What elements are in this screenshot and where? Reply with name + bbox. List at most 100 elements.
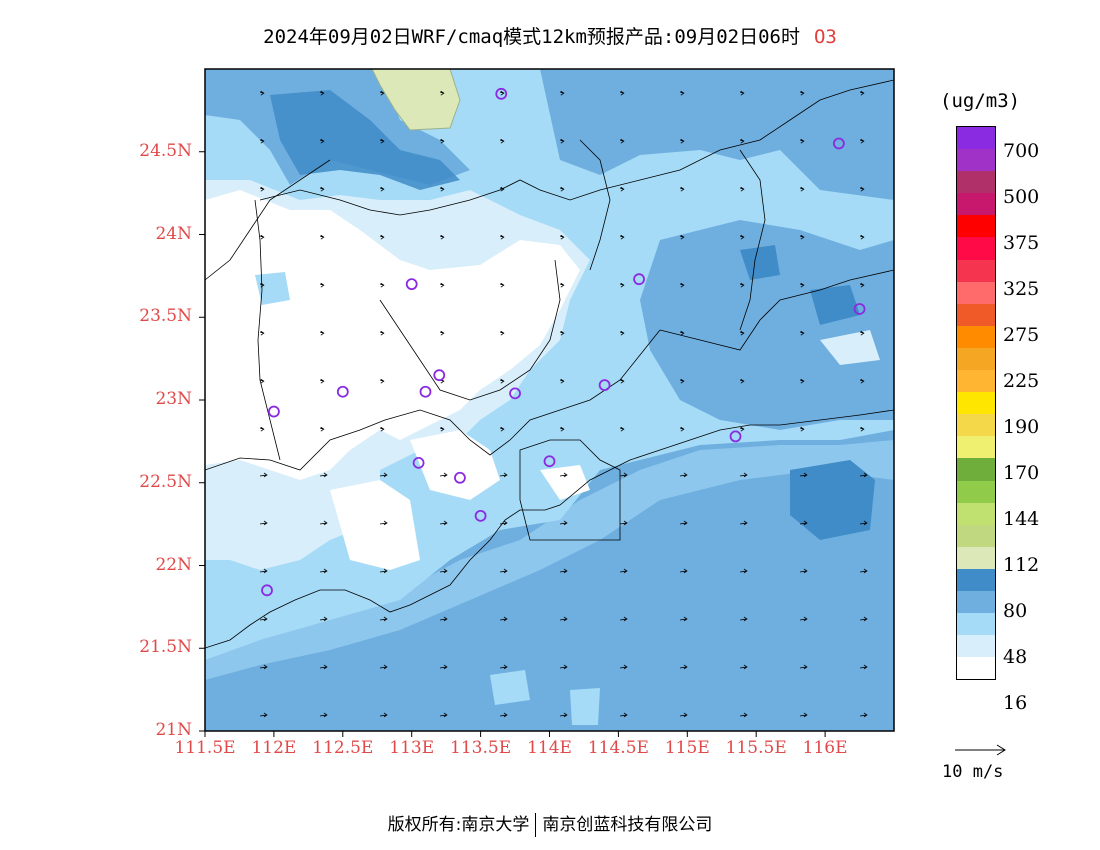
colorbar-label: 48: [1003, 646, 1028, 668]
wind-arrow: [739, 712, 748, 718]
site-marker: [474, 509, 487, 522]
vector-legend-label: 10 m/s: [942, 762, 1004, 782]
site-marker: [419, 385, 432, 398]
lat-tick-label: 23.5N: [139, 306, 192, 327]
wind-arrow: [799, 138, 805, 144]
wind-arrow: [859, 568, 868, 574]
wind-arrow: [799, 426, 805, 432]
wind-arrow: [379, 234, 385, 240]
wind-arrow: [859, 138, 865, 144]
colorbar-label: 144: [1003, 508, 1040, 530]
wind-arrow: [739, 90, 745, 96]
wind-arrow: [799, 378, 805, 384]
wind-arrow: [679, 472, 688, 478]
wind-arrow: [619, 378, 625, 384]
colorbar-swatch: [956, 414, 996, 437]
lon-tick-label: 116E: [802, 738, 848, 758]
wind-arrow: [379, 472, 388, 478]
wind-arrow: [559, 282, 565, 288]
wind-arrow: [739, 616, 748, 622]
wind-arrow: [619, 282, 625, 288]
wind-arrow: [319, 234, 325, 240]
wind-arrow: [619, 426, 625, 432]
wind-arrow: [379, 520, 388, 526]
lon-tick-label: 114E: [527, 738, 572, 758]
wind-arrow: [559, 472, 568, 478]
colorbar-swatch: [956, 635, 996, 658]
wind-arrow: [259, 90, 265, 96]
wind-arrow: [499, 520, 508, 526]
wind-arrow: [439, 616, 448, 622]
wind-arrow: [439, 138, 445, 144]
wind-arrow: [619, 568, 628, 574]
wind-arrow: [319, 186, 325, 192]
site-marker: [832, 137, 845, 150]
lon-tick-label: 112.5E: [312, 738, 374, 758]
lat-tick-label: 22.5N: [139, 471, 192, 492]
wind-arrow: [619, 138, 625, 144]
wind-arrow: [319, 330, 325, 336]
lon-tick-label: 115E: [664, 738, 710, 758]
wind-arrow: [619, 472, 628, 478]
wind-arrow: [379, 568, 388, 574]
wind-arrow: [319, 90, 325, 96]
wind-arrow: [379, 330, 385, 336]
wind-arrow: [799, 664, 808, 670]
colorbar-swatch: [956, 590, 996, 614]
wind-arrow: [259, 186, 265, 192]
wind-arrow: [739, 138, 745, 144]
wind-arrow: [679, 520, 688, 526]
wind-arrow: [259, 282, 265, 288]
wind-arrow: [259, 520, 268, 526]
wind-arrow: [319, 138, 325, 144]
wind-arrow: [559, 330, 565, 336]
wind-arrow: [379, 426, 385, 432]
wind-arrow: [379, 138, 385, 144]
colorbar-swatch: [956, 259, 996, 282]
wind-arrow: [859, 664, 868, 670]
wind-arrow: [799, 712, 808, 718]
lat-tick-label: 21.5N: [139, 637, 192, 658]
wind-arrow: [439, 90, 445, 96]
wind-arrow: [799, 186, 805, 192]
wind-arrow: [859, 712, 868, 718]
wind-arrow: [259, 712, 268, 718]
colorbar-swatch: [956, 502, 996, 525]
site-marker: [412, 456, 425, 469]
wind-arrow: [619, 616, 628, 622]
wind-arrow: [619, 520, 628, 526]
wind-arrow: [559, 712, 568, 718]
wind-arrow: [439, 426, 445, 432]
colorbar-swatch: [956, 303, 996, 326]
colorbar-label: 112: [1003, 554, 1040, 576]
wind-arrow: [679, 186, 685, 192]
wind-arrow: [319, 616, 328, 622]
colorbar-swatch: [956, 149, 996, 172]
colorbar-swatch: [956, 215, 996, 238]
site-marker: [509, 387, 521, 400]
wind-arrow: [259, 568, 268, 574]
title-main: 2024年09月02日WRF/cmaq模式12km预报产品:09月02日06时: [263, 26, 800, 48]
wind-arrow: [439, 520, 448, 526]
colorbar-label: 80: [1003, 600, 1028, 622]
lat-tick-label: 23N: [155, 389, 192, 409]
wind-arrow: [619, 664, 628, 670]
wind-vectors: [259, 90, 868, 718]
wind-arrow: [379, 378, 385, 384]
wind-arrow: [319, 426, 325, 432]
site-marker: [454, 471, 466, 484]
wind-arrow: [679, 568, 688, 574]
colorbar-label: 16: [1003, 692, 1028, 714]
colorbar-swatch: [956, 347, 996, 371]
lat-tick-label: 24N: [155, 223, 192, 244]
wind-arrow: [259, 378, 265, 384]
wind-arrow: [559, 378, 565, 384]
map-title: 2024年09月02日WRF/cmaq模式12km预报产品:09月02日06时 O…: [0, 22, 1100, 49]
colorbar-label: 500: [1003, 186, 1040, 208]
wind-arrow: [739, 472, 748, 478]
wind-arrow: [679, 712, 688, 718]
wind-arrow: [319, 282, 325, 288]
copyright-left: 版权所有:南京大学: [387, 815, 530, 835]
site-marker: [543, 455, 556, 468]
wind-arrow: [679, 90, 685, 96]
